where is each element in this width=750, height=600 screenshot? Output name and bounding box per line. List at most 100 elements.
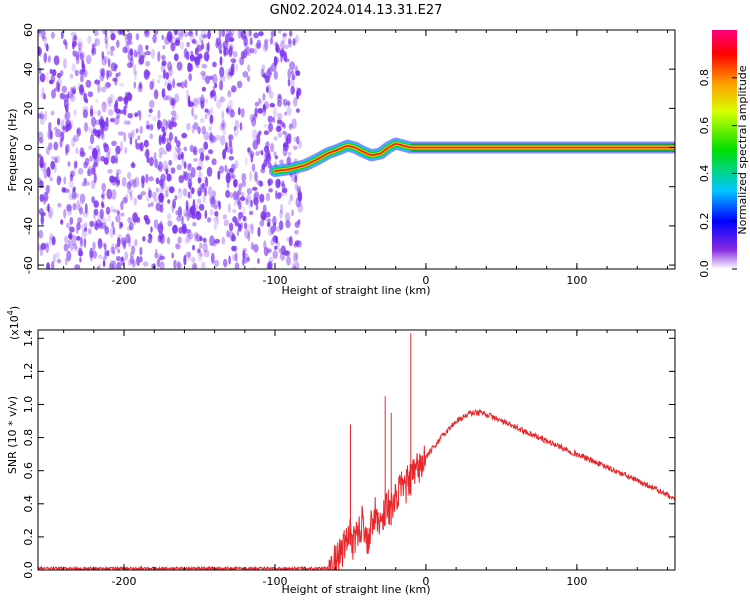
heatmap-noise-cell — [174, 93, 180, 104]
heatmap-noise-cell — [134, 238, 138, 247]
heatmap-noise-cell — [145, 214, 149, 224]
heatmap-noise-cell — [246, 256, 250, 262]
heatmap-noise-cell — [78, 250, 84, 257]
heatmap-noise-cell — [239, 56, 245, 66]
heatmap-noise-cell — [108, 148, 112, 156]
heatmap-noise-cell — [79, 88, 85, 96]
heatmap-noise-cell — [281, 187, 288, 193]
heatmap-noise-cell — [254, 171, 258, 182]
heatmap-noise-cell — [126, 188, 133, 194]
heatmap-noise-cell — [171, 116, 175, 125]
heatmap-noise-cell — [278, 179, 281, 187]
heatmap-noise-cell — [115, 214, 121, 223]
heatmap-noise-cell — [134, 73, 137, 81]
heatmap-noise-cell — [65, 222, 71, 229]
heatmap-noise-cell — [136, 255, 141, 266]
heatmap-noise-cell — [155, 202, 161, 212]
heatmap-noise-cell — [178, 31, 184, 40]
heatmap-noise-cell — [221, 30, 226, 37]
heatmap-x-tick-label: 100 — [566, 274, 587, 287]
heatmap-noise-cell — [278, 30, 282, 34]
heatmap-noise-cell — [89, 247, 94, 259]
heatmap-noise-cell — [151, 263, 156, 269]
heatmap-noise-cell — [92, 149, 98, 160]
heatmap-noise-cell — [150, 202, 154, 207]
heatmap-noise-cell — [171, 252, 175, 259]
heatmap-noise-cell — [273, 70, 278, 80]
heatmap-noise-cell — [104, 248, 107, 257]
heatmap-noise-cell — [227, 90, 232, 98]
heatmap-noise-cell — [287, 133, 292, 145]
heatmap-noise-cell — [137, 85, 143, 93]
heatmap-noise-cell — [250, 199, 253, 208]
heatmap-noise-cell — [296, 135, 300, 145]
heatmap-noise-cell — [65, 93, 69, 103]
heatmap-noise-cell — [137, 44, 143, 56]
heatmap-noise-cell — [255, 151, 260, 156]
heatmap-noise-cell — [247, 147, 251, 153]
heatmap-x-tick-label: 0 — [422, 274, 429, 287]
snr-plot-frame — [37, 329, 676, 571]
heatmap-noise-cell — [60, 31, 64, 39]
heatmap-noise-cell — [293, 252, 298, 263]
heatmap-noise-cell — [236, 195, 240, 206]
heatmap-noise-cell — [261, 73, 267, 79]
heatmap-noise-cell — [38, 113, 42, 119]
heatmap-noise-cell — [275, 190, 278, 200]
heatmap-noise-cell — [288, 236, 293, 247]
heatmap-noise-cell — [92, 241, 96, 251]
heatmap-noise-cell — [115, 145, 121, 155]
heatmap-noise-cell — [280, 40, 285, 50]
heatmap-noise-cell — [202, 73, 206, 81]
heatmap-noise-cell — [106, 96, 113, 104]
heatmap-noise-cell — [277, 132, 283, 138]
heatmap-noise-cell — [257, 226, 261, 237]
snr-y-tick-label: 0.2 — [22, 528, 35, 546]
heatmap-noise-cell — [189, 144, 194, 153]
heatmap-noise-cell — [57, 118, 61, 126]
heatmap-noise-cell — [124, 146, 128, 154]
heatmap-noise-cell — [100, 86, 107, 93]
heatmap-noise-cell — [134, 176, 140, 188]
heatmap-noise-cell — [192, 149, 198, 156]
heatmap-noise-cell — [229, 109, 235, 118]
heatmap-noise-cell — [139, 126, 143, 134]
heatmap-noise-cell — [262, 204, 267, 215]
heatmap-noise-cell — [295, 70, 301, 76]
heatmap-noise-cell — [173, 30, 179, 36]
heatmap-noise-cell — [139, 141, 144, 152]
colorbar-tick-label: 0.0 — [698, 260, 711, 278]
heatmap-noise-cell — [167, 31, 173, 42]
heatmap-noise-cell — [192, 222, 197, 227]
heatmap-noise-cell — [176, 61, 183, 71]
heatmap-noise-cell — [178, 175, 185, 184]
heatmap-noise-cell — [138, 82, 143, 89]
heatmap-noise-cell — [279, 159, 284, 165]
heatmap-noise-cell — [280, 245, 286, 255]
heatmap-noise-cell — [41, 86, 45, 96]
heatmap-noise-cell — [128, 222, 134, 231]
heatmap-noise-cell — [129, 192, 133, 201]
heatmap-noise-cell — [203, 249, 210, 258]
heatmap-noise-cell — [204, 187, 207, 197]
heatmap-noise-cell — [205, 75, 211, 84]
heatmap-noise-cell — [268, 122, 273, 133]
heatmap-noise-cell — [294, 221, 300, 229]
heatmap-noise-cell — [289, 194, 293, 202]
heatmap-noise-cell — [39, 73, 46, 83]
heatmap-noise-cell — [201, 86, 206, 92]
heatmap-noise-cell — [119, 30, 125, 35]
heatmap-noise-cell — [257, 107, 264, 114]
heatmap-noise-cell — [148, 176, 154, 182]
heatmap-noise-cell — [205, 43, 209, 54]
heatmap-noise-cell — [242, 206, 246, 216]
colorbar-tick-label: 0.2 — [698, 212, 711, 230]
heatmap-noise-cell — [105, 116, 109, 128]
heatmap-noise-cell — [102, 242, 106, 248]
heatmap-noise-cell — [283, 44, 289, 49]
heatmap-noise-cell — [159, 255, 166, 260]
heatmap-noise-cell — [242, 249, 246, 259]
heatmap-noise-cell — [38, 73, 41, 85]
heatmap-noise-cell — [198, 203, 205, 211]
heatmap-noise-cell — [287, 37, 292, 45]
